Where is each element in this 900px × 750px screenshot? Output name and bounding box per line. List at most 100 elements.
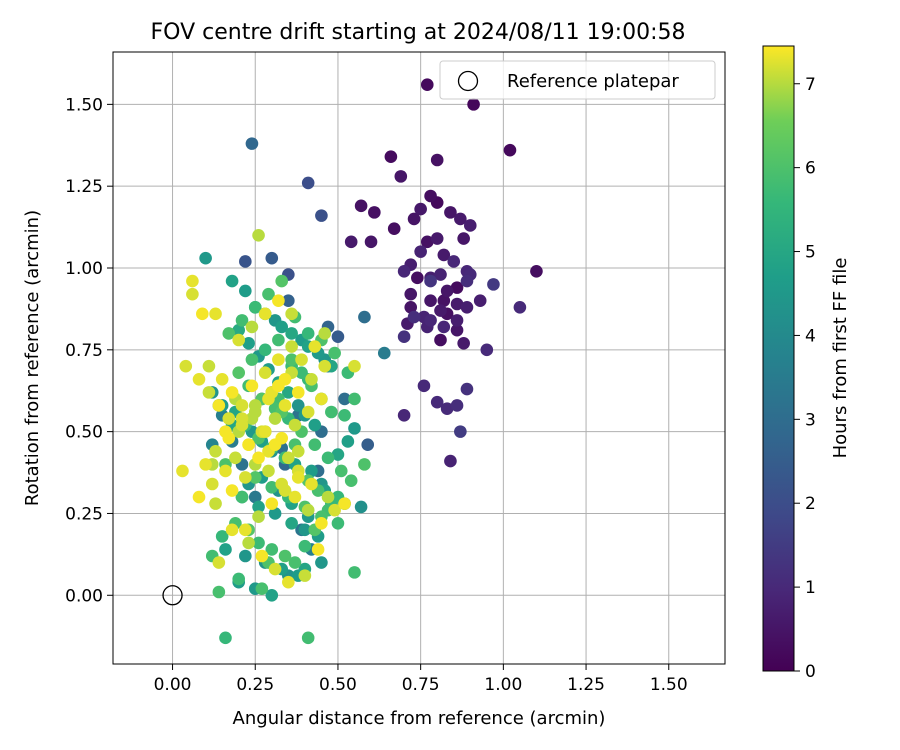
data-point: [430, 232, 444, 245]
data-point: [457, 336, 470, 350]
data-point: [530, 264, 543, 278]
data-point: [487, 278, 500, 291]
data-point: [212, 585, 226, 599]
data-point: [186, 274, 199, 288]
data-point: [239, 255, 252, 268]
data-point: [301, 503, 315, 517]
data-point: [232, 323, 246, 337]
data-point: [248, 490, 262, 504]
data-point: [315, 516, 328, 530]
data-point: [318, 359, 332, 373]
data-point: [176, 464, 189, 478]
grid-lines: [113, 52, 725, 664]
data-point: [295, 353, 308, 366]
data-point: [275, 431, 289, 445]
plot-area: [113, 52, 725, 664]
data-point: [179, 359, 193, 373]
data-point: [513, 300, 527, 314]
data-point: [272, 353, 285, 366]
data-point: [377, 346, 391, 360]
data-point: [288, 556, 302, 569]
colorbar: 0 1 2 3 4 5 6 7 Hours from first FF file: [762, 45, 851, 682]
data-point: [222, 327, 236, 340]
data-point: [358, 458, 371, 471]
data-point: [348, 566, 361, 579]
data-point: [291, 444, 305, 458]
data-point: [387, 222, 401, 236]
x-tick-label: 1.50: [650, 675, 688, 695]
data-point: [229, 451, 242, 465]
data-point: [282, 386, 295, 399]
data-point: [239, 549, 252, 563]
data-point: [437, 320, 451, 334]
data-point: [265, 543, 279, 556]
chart-title: FOV centre drift starting at 2024/08/11 …: [151, 20, 686, 45]
data-point: [239, 471, 252, 484]
data-point: [248, 300, 262, 314]
data-point: [338, 497, 351, 510]
x-tick-label: 0.00: [154, 675, 192, 695]
data-point: [447, 255, 461, 268]
data-point: [265, 588, 279, 602]
colorbar-tick-label: 7: [805, 75, 816, 95]
data-point: [209, 307, 222, 321]
data-point: [215, 372, 229, 386]
data-point: [288, 490, 302, 504]
y-tick-label: 0.25: [65, 504, 103, 524]
data-point: [460, 274, 474, 288]
data-point: [434, 304, 447, 317]
data-point: [308, 418, 322, 432]
data-points: [176, 78, 543, 645]
data-point: [348, 359, 361, 373]
x-tick-label: 1.00: [484, 675, 522, 695]
data-point: [298, 523, 312, 537]
data-point: [272, 333, 285, 347]
reference-point-marker: [162, 585, 183, 606]
data-point: [450, 314, 464, 327]
data-point: [288, 418, 302, 432]
data-point: [239, 523, 252, 537]
data-point: [202, 386, 216, 399]
data-point: [308, 438, 322, 452]
data-point: [285, 353, 298, 366]
data-point: [358, 310, 371, 324]
data-point: [199, 458, 212, 471]
data-point: [255, 582, 269, 596]
data-point: [235, 412, 249, 425]
data-point: [434, 268, 447, 281]
colorbar-tick-label: 0: [805, 662, 816, 682]
data-point: [457, 232, 470, 245]
data-point: [285, 340, 298, 353]
data-point: [252, 228, 265, 242]
data-point: [331, 330, 345, 344]
data-point: [186, 287, 199, 301]
data-point: [328, 503, 341, 517]
data-point: [282, 294, 295, 308]
data-point: [450, 281, 464, 294]
data-point: [407, 310, 421, 324]
data-point: [258, 425, 272, 438]
data-point: [440, 402, 454, 416]
data-point: [239, 284, 252, 298]
data-point: [463, 219, 477, 232]
data-point: [291, 471, 305, 484]
data-point: [354, 500, 368, 514]
data-point: [454, 212, 467, 226]
data-point: [450, 399, 464, 412]
data-point: [331, 516, 345, 530]
data-point: [265, 251, 279, 265]
data-point: [258, 366, 272, 380]
data-point: [420, 78, 434, 92]
colorbar-tick-label: 6: [805, 159, 816, 179]
data-point: [424, 274, 437, 288]
data-point: [397, 264, 411, 278]
data-point: [397, 408, 411, 422]
data-point: [417, 379, 431, 393]
data-point: [348, 422, 361, 435]
data-point: [364, 235, 378, 249]
data-point: [454, 425, 467, 438]
data-point: [242, 438, 255, 452]
data-point: [311, 543, 325, 556]
data-point: [361, 438, 375, 452]
